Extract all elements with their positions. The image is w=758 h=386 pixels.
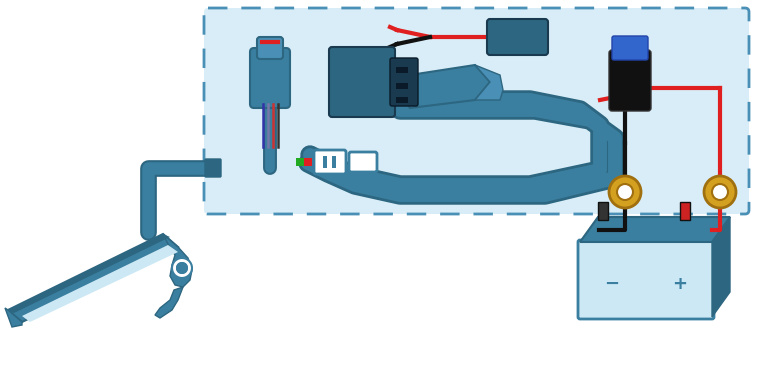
Circle shape xyxy=(176,262,188,274)
Circle shape xyxy=(179,265,185,271)
FancyBboxPatch shape xyxy=(612,36,648,60)
Bar xyxy=(396,97,408,103)
Circle shape xyxy=(617,184,633,200)
FancyBboxPatch shape xyxy=(578,240,714,319)
Polygon shape xyxy=(398,65,490,108)
Bar xyxy=(323,156,327,168)
Circle shape xyxy=(172,258,192,278)
FancyBboxPatch shape xyxy=(205,159,221,177)
Bar xyxy=(680,202,690,220)
Bar xyxy=(296,158,304,166)
Polygon shape xyxy=(163,234,192,287)
Bar xyxy=(396,67,408,73)
Bar xyxy=(396,83,408,89)
FancyBboxPatch shape xyxy=(314,150,346,174)
Circle shape xyxy=(704,176,736,208)
Bar xyxy=(332,156,336,168)
Polygon shape xyxy=(8,234,178,322)
Circle shape xyxy=(177,263,187,273)
Text: +: + xyxy=(672,275,688,293)
Polygon shape xyxy=(22,245,178,322)
FancyBboxPatch shape xyxy=(257,37,283,59)
Polygon shape xyxy=(580,217,730,242)
FancyBboxPatch shape xyxy=(609,50,651,111)
Text: −: − xyxy=(604,275,619,293)
FancyBboxPatch shape xyxy=(349,152,377,172)
Bar xyxy=(598,202,608,220)
Circle shape xyxy=(712,184,728,200)
Bar xyxy=(300,158,312,166)
Polygon shape xyxy=(712,217,730,317)
Polygon shape xyxy=(475,65,503,100)
FancyBboxPatch shape xyxy=(487,19,548,55)
Polygon shape xyxy=(8,234,170,313)
Circle shape xyxy=(609,176,641,208)
FancyBboxPatch shape xyxy=(329,47,395,117)
Polygon shape xyxy=(5,308,22,327)
FancyBboxPatch shape xyxy=(204,8,749,214)
FancyBboxPatch shape xyxy=(390,58,418,106)
Polygon shape xyxy=(155,287,183,318)
FancyBboxPatch shape xyxy=(250,48,290,108)
